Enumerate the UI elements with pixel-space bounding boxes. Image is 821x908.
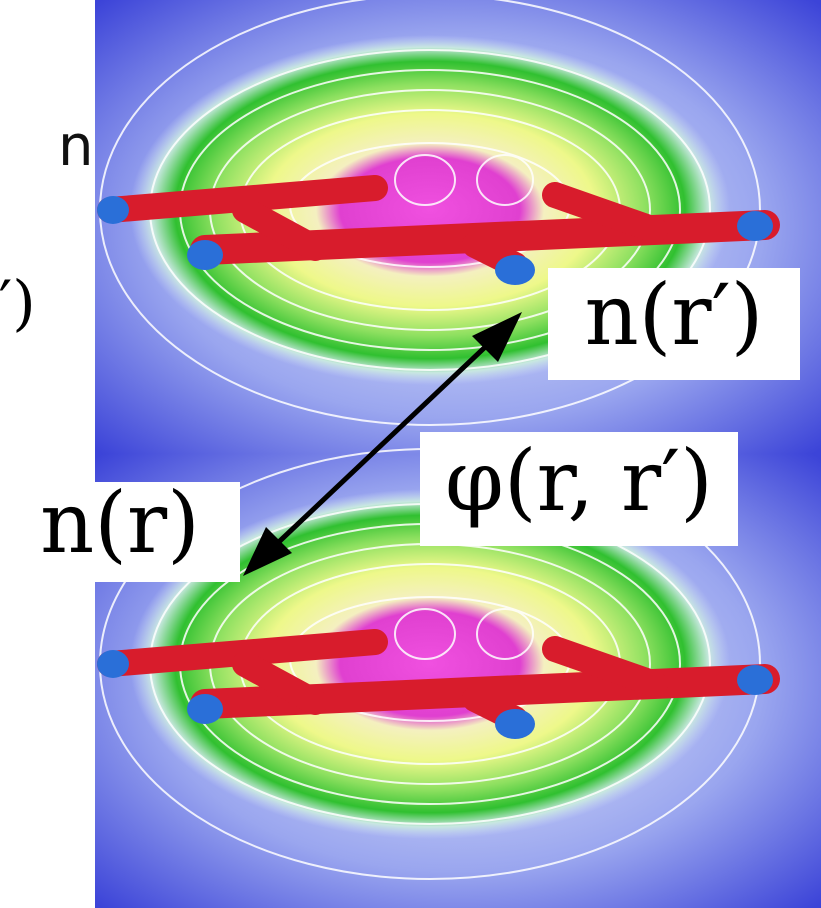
upper-density-label: n(r′) [585, 266, 764, 364]
figure: n r′) n(r′) φ(r, r′) n(r) [0, 0, 821, 908]
upper-density-map [95, 0, 821, 454]
kernel-label: φ(r, r′) [445, 432, 713, 530]
lower-density-label: n(r) [40, 474, 200, 572]
cropped-text: n [58, 114, 94, 179]
cropped-text: r′) [0, 269, 36, 339]
page: n r′) n(r′) φ(r, r′) n(r) (() => { const… [0, 0, 821, 908]
